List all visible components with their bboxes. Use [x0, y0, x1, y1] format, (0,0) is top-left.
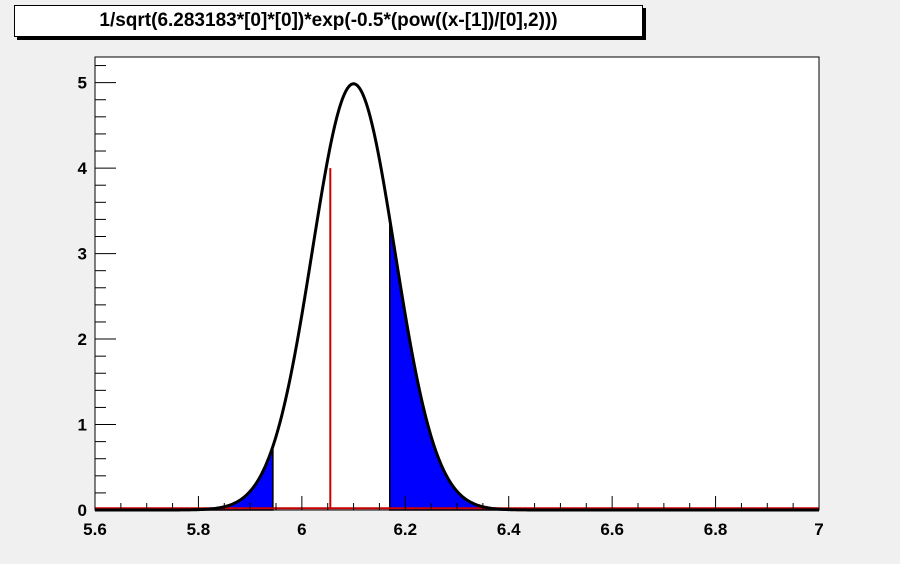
- x-tick-label: 6.4: [497, 520, 521, 539]
- chart-title-box: 1/sqrt(6.283183*[0]*[0])*exp(-0.5*(pow((…: [14, 5, 643, 37]
- y-tick-label: 5: [78, 74, 87, 93]
- x-tick-label: 5.6: [83, 520, 107, 539]
- y-tick-label: 2: [78, 330, 87, 349]
- y-tick-label: 1: [78, 416, 87, 435]
- x-tick-label: 7: [814, 520, 823, 539]
- plot-frame-background: [95, 57, 819, 510]
- x-tick-label: 6.2: [393, 520, 417, 539]
- x-tick-label: 6.6: [600, 520, 624, 539]
- x-tick-label: 6.8: [704, 520, 728, 539]
- plot-area: 5.6 5.8 6 6.2 6.4 6.6 6.8 7 0 1 2 3 4 5: [78, 56, 824, 539]
- chart-title: 1/sqrt(6.283183*[0]*[0])*exp(-0.5*(pow((…: [99, 10, 558, 31]
- y-tick-label: 0: [78, 501, 87, 520]
- y-tick-label: 4: [78, 159, 88, 178]
- y-tick-label: 3: [78, 245, 87, 264]
- x-tick-label: 5.8: [187, 520, 211, 539]
- x-tick-label: 6: [297, 520, 306, 539]
